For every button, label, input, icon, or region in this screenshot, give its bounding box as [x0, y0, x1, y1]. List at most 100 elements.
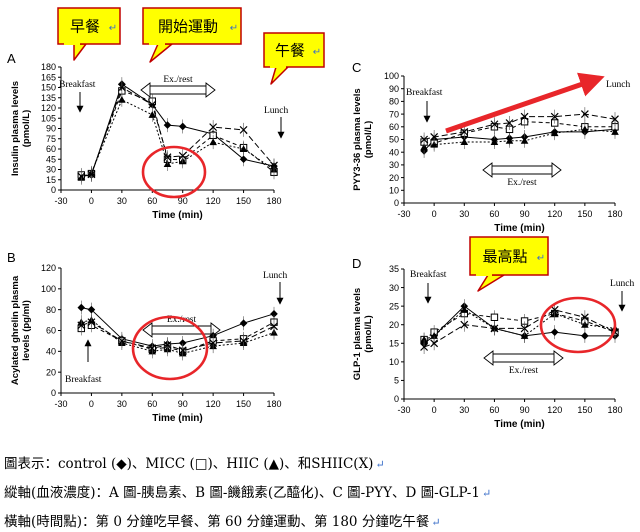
panel-d-y-tick-label: 35 [389, 264, 399, 274]
panel-c-point-x [505, 119, 514, 127]
panel-c-trend-arrow [445, 72, 605, 134]
panel-c-y-tick-label: 20 [389, 173, 399, 183]
panel-d-point-x [520, 324, 529, 333]
panel-b-x-tick-label: 60 [147, 399, 157, 409]
panel-b-x-tick-label: 150 [236, 399, 251, 409]
panel-a-point-diamond [178, 122, 187, 131]
panel-d-x-tick-label: 150 [577, 405, 592, 415]
panel-d-letter: D [352, 256, 361, 271]
panel-a-y-tick-label: 105 [41, 113, 56, 123]
panel-d-series-SHIIC [423, 309, 616, 348]
callout-box [263, 32, 325, 68]
callout-3: 午餐 ↵ [263, 32, 325, 85]
panel-b-point-diamond [77, 303, 86, 312]
callout-text: 早餐 [70, 18, 100, 36]
panel-b-y-label: Acylated ghrelin plasmalevels (pg/ml) [10, 275, 32, 385]
panel-a-point-x [117, 83, 126, 92]
callout-join [476, 273, 492, 276]
panel-b-y-tick-label: 100 [41, 284, 56, 294]
panel-b-point-x [270, 322, 278, 331]
panel-d-point-x [460, 320, 469, 329]
panel-a-y-tick-label: 75 [46, 134, 56, 144]
panel-a-y-tick-label: 60 [46, 144, 56, 154]
panel-a-lunch-label: Lunch [264, 106, 289, 116]
callout-text: 開始運動 [158, 18, 218, 36]
callout-join [149, 42, 165, 45]
panel-a-x-tick-label: 0 [89, 196, 94, 206]
panel-d-breakfast-label: Breakfast [410, 269, 447, 280]
panel-c-y-tick-label: 40 [389, 147, 399, 157]
panel-c-exercise-label: Ex./rest [507, 178, 537, 188]
panel-a-point-x [77, 172, 86, 181]
panel-b-point-diamond [239, 319, 248, 328]
panel-b-breakfast-label: Breakfast [65, 374, 102, 385]
panel-b-x-label: Time (min) [152, 413, 202, 424]
panel-b-point-x [117, 336, 126, 345]
callout-box [142, 7, 242, 45]
panel-d-y-label: GLP-1 plasma levels(pmol/L) [352, 288, 374, 380]
panel-c-y-tick-label: 80 [389, 97, 399, 107]
panel-c-point-triangle [460, 138, 469, 146]
panel-c-point-triangle [611, 128, 619, 135]
panel-d-lunch-label: Lunch [610, 279, 635, 289]
panel-c-point-triangle [550, 129, 559, 137]
panel-a-x-label: Time (min) [152, 210, 202, 221]
panel-a-y-label: Insulin plasma levels(pmol/L) [10, 81, 32, 176]
callout-pilcrow: ↵ [537, 253, 545, 264]
panel-d-series-MICC [423, 313, 616, 340]
callout-text: 午餐 [275, 42, 305, 60]
panel-c-point-x [460, 127, 469, 136]
panel-c-y-tick-label: 30 [389, 160, 399, 170]
panel-c-x-tick-label: 180 [607, 209, 622, 219]
panel-d-x-tick-label: 0 [432, 405, 437, 415]
panel-d-point-x [490, 324, 499, 333]
panel-d-point-diamond [550, 328, 559, 336]
panel-b-lunch-label: Lunch [263, 271, 288, 281]
callout-2: 開始運動 ↵ [142, 7, 242, 63]
callout-tail [73, 43, 87, 61]
panel-b-y-tick-label: 40 [46, 347, 56, 357]
panel-a-point-triangle [148, 111, 157, 118]
panel-b-point-diamond [87, 305, 96, 314]
panel-d-y-label-line: GLP-1 plasma levels [352, 288, 363, 380]
panel-c-point-x [490, 120, 499, 129]
panel-c-point-triangle [420, 143, 428, 151]
panel-a-point-diamond [239, 155, 248, 164]
panel-c-point-x [420, 135, 429, 144]
panel-b-y-tick-label: 60 [46, 326, 56, 336]
panel-c-lunch-label: Lunch [606, 80, 631, 90]
panel-c-x-tick-label: 120 [547, 209, 562, 219]
panel-c-y-label-line: PYY3-36 plasma levels [352, 88, 363, 190]
panel-d-exercise-label: Ex./rest [509, 366, 539, 376]
panel-a-y-tick-label: 135 [41, 93, 56, 103]
panel-a-exercise-bar [150, 85, 206, 95]
panel-d-point-triangle [420, 335, 428, 343]
panel-a-x-tick-label: 150 [236, 196, 251, 206]
callout-box [57, 7, 121, 45]
panel-c-point-x [580, 110, 589, 119]
callout-join [270, 65, 286, 68]
panel-a-y-tick-label: 90 [46, 124, 56, 134]
panel-d-point-x [580, 313, 589, 322]
panel-c-x-label: Time (min) [494, 223, 544, 234]
panel-a-series-MICC [81, 90, 275, 176]
callout-4: 最高點 ↵ [469, 236, 549, 292]
panel-c-breakfast-label: Breakfast [406, 87, 443, 98]
panel-c-y-tick-label: 10 [389, 186, 399, 196]
panel-a-highlight-circle [141, 145, 207, 199]
panel-b-x-tick-label: -30 [54, 399, 67, 409]
panel-d-y-tick-label: 15 [389, 338, 399, 348]
panel-d-series-HIIC [423, 309, 616, 341]
panel-a-y-label-line: (pmol/L) [21, 110, 32, 147]
panel-d-point-x [430, 339, 439, 348]
panel-a-point-x [163, 153, 172, 162]
panel-b-exercise-label: Ex./rest [167, 315, 197, 325]
callout-tail [270, 66, 289, 85]
panel-c-y-tick-label: 90 [389, 84, 399, 94]
panel-d-y-tick-label: 20 [389, 320, 399, 330]
panel-c-x-tick-label: 30 [459, 209, 469, 219]
panel-a-point-x [87, 170, 96, 179]
panel-d-point-triangle [581, 320, 589, 328]
panel-b-y-tick-label: 0 [51, 388, 56, 398]
